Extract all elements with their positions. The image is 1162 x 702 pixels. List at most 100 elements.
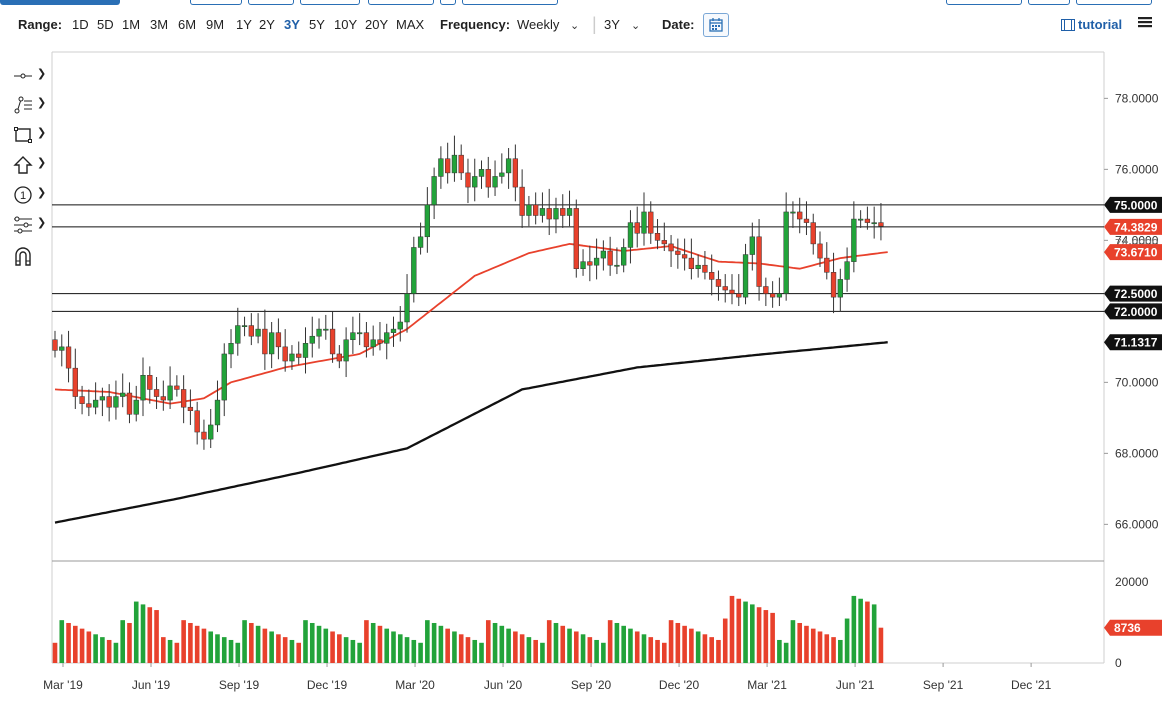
volume-bar (485, 620, 491, 663)
candle-body (438, 158, 444, 177)
tool-number-marker[interactable]: 1 ❯ (10, 185, 46, 207)
volume-bar (100, 637, 105, 663)
top-tab-4[interactable] (300, 0, 360, 5)
candle (316, 318, 322, 349)
volume-bar (242, 620, 247, 663)
candle (147, 366, 153, 404)
top-tab-10[interactable] (1076, 0, 1152, 5)
volume-bar (66, 622, 71, 663)
range-2y[interactable]: 2Y (259, 17, 275, 32)
candle (329, 311, 336, 363)
candle-body (817, 243, 823, 259)
range-3m[interactable]: 3M (150, 17, 169, 32)
range-6m[interactable]: 6M (178, 17, 197, 32)
volume-bar (316, 625, 322, 663)
tool-fibonacci[interactable]: ❯ (10, 215, 46, 237)
level-72-5-label-box (1104, 285, 1162, 302)
candle-body (106, 396, 112, 408)
candle-body (275, 332, 282, 348)
chevron-down-icon[interactable]: ⌄ (570, 20, 580, 32)
volume-bar (425, 620, 430, 663)
top-tab-3[interactable] (248, 0, 294, 5)
top-tab-2[interactable] (190, 0, 242, 5)
top-tab-9[interactable] (1028, 0, 1070, 5)
candle (729, 274, 735, 305)
long-ma-label: 71.1317 (1104, 334, 1162, 351)
volume-bar (174, 642, 180, 663)
tool-crosshair[interactable]: ❯ (10, 66, 46, 88)
volume-bar (167, 639, 173, 663)
candle (255, 313, 261, 344)
candle-body (539, 208, 546, 216)
volume-bar (323, 628, 329, 663)
tool-magnet[interactable] (10, 245, 46, 267)
candle (580, 249, 586, 276)
date-tick-label: Sep '20 (571, 678, 612, 692)
candle-body (79, 396, 85, 404)
range-5d[interactable]: 5D (97, 17, 114, 32)
candle-body (675, 250, 681, 255)
volume-bar (282, 637, 288, 663)
candle-body (709, 272, 715, 280)
range-1d[interactable]: 1D (72, 17, 89, 32)
range-max[interactable]: MAX (396, 17, 425, 32)
top-tab-8[interactable] (946, 0, 1022, 5)
range-1y[interactable]: 1Y (236, 17, 252, 32)
hamburger-menu-icon[interactable] (1137, 14, 1153, 33)
candle-body (627, 222, 634, 248)
film-icon[interactable] (1061, 19, 1075, 34)
tool-rectangle[interactable]: ❯ (10, 125, 46, 147)
candle-body (499, 172, 505, 177)
candle (417, 222, 424, 255)
candle-body (492, 176, 498, 188)
chevron-down-icon[interactable]: ⌄ (631, 20, 641, 32)
candle (763, 277, 769, 307)
candle (546, 188, 552, 236)
candle (749, 222, 755, 271)
volume-bar (391, 631, 396, 663)
calendar-icon (709, 18, 723, 32)
date-tick-label: Mar '19 (43, 678, 83, 692)
short-ma-label-text: 73.6710 (1114, 246, 1158, 260)
candle (790, 201, 796, 228)
candle-body (844, 261, 850, 280)
top-tab-7[interactable] (462, 0, 558, 5)
candle (681, 238, 688, 271)
frequency-select[interactable]: Weekly (517, 17, 560, 32)
range-5y[interactable]: 5Y (309, 17, 325, 32)
range-20y[interactable]: 20Y (365, 17, 389, 32)
candle (262, 309, 268, 370)
candle (187, 389, 194, 425)
top-tab-5[interactable] (368, 0, 434, 5)
volume-bar (397, 634, 403, 663)
chevron-right-icon: ❯ (37, 97, 47, 109)
range-1m[interactable]: 1M (122, 17, 141, 32)
candle-body (235, 325, 241, 344)
period-select[interactable]: 3Y (604, 17, 620, 32)
volume-bar (763, 610, 769, 663)
volume-bar (377, 625, 383, 663)
level-72-5-label: 72.5000 (1104, 285, 1162, 302)
tutorial-link[interactable]: tutorial (1078, 17, 1123, 32)
candle (641, 192, 647, 246)
candle-body (837, 279, 843, 298)
tool-arrow[interactable]: ❯ (10, 155, 46, 177)
tool-trendline[interactable]: ❯ (10, 95, 46, 117)
volume-bar (540, 642, 545, 663)
range-10y[interactable]: 10Y (334, 17, 358, 32)
range-9m[interactable]: 9M (206, 17, 225, 32)
candle-body (302, 343, 309, 358)
level-72-label-box (1104, 303, 1162, 320)
range-3y[interactable]: 3Y (284, 17, 300, 32)
volume-bar (743, 601, 748, 663)
top-tab-6[interactable] (440, 0, 456, 5)
top-tab-1[interactable] (0, 0, 120, 5)
candle (120, 373, 126, 408)
date-picker-button[interactable] (703, 13, 729, 37)
candle (357, 313, 363, 346)
candle-body (65, 346, 72, 369)
candle (302, 327, 309, 374)
volume-bar (783, 642, 789, 663)
volume-bar (797, 622, 802, 663)
candle (634, 206, 640, 248)
